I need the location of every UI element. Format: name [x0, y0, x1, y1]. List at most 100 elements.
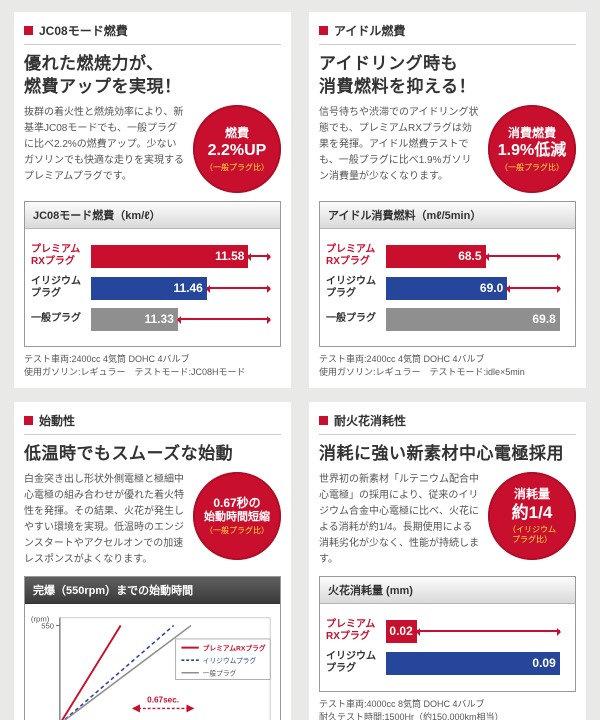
bar-track: 0.02 [386, 619, 567, 643]
bar-iridium: 69.0 [386, 276, 508, 300]
bar-label: プレミアム RXプラグ [31, 243, 81, 268]
bar-label: プレミアム RXプラグ [326, 243, 376, 268]
body-text: 白金突き出し形状外側電極と極細中心電極の組み合わせが優れた着火特性を発揮。その結… [24, 473, 184, 565]
bar-standard: 11.33 [91, 307, 178, 331]
test-conditions: テスト車両:2400cc 4気筒 DOHC 4バルブ 使用ガソリン:レギュラー … [319, 353, 525, 378]
start-time-line-chart: (rpm) 550 0.67sec. プレミアムRXプラグ イリジウムプラグ 一… [31, 614, 271, 720]
section-header: 耐火花消耗性 [319, 412, 576, 435]
badge-top: 消耗量 [513, 487, 550, 502]
red-square-bullet-icon [24, 415, 33, 425]
bar-row-iridium: イリジウム プラグ 69.0 [326, 276, 567, 301]
panel-idle-fuel: アイドル燃費 アイドリング時も 消費燃料を抑える！ 信号待ちや渋滞でのアイドリン… [309, 12, 586, 388]
section-title: JC08モード燃費 [39, 24, 128, 38]
diff-arrow-icon [506, 285, 562, 294]
benefit-badge: 消耗量 約1/4 （イリジウム プラグ比） [488, 471, 576, 560]
line-iridium [62, 624, 175, 720]
bar-value: 69.8 [532, 312, 556, 327]
badge-main: 1.9%低減 [497, 141, 567, 159]
bar-label: イリジウム プラグ [326, 275, 376, 300]
diff-arrow-icon [205, 285, 272, 294]
intro-block: 抜群の着火性と燃焼効率により、新基準JC08モードでも、一般プラグに比べ2.2%… [24, 104, 281, 193]
bar-track: 11.33 [91, 307, 272, 331]
chart-title: アイドル消費燃料（mℓ/5min） [320, 201, 575, 229]
diff-arrow-icon [176, 316, 272, 325]
chart-title: 完爆（550rpm）までの始動時間 [25, 576, 280, 604]
headline: アイドリング時も 消費燃料を抑える！ [319, 54, 476, 96]
bar-value: 11.58 [215, 249, 245, 264]
y-tick-550: 550 [41, 621, 54, 630]
bar-premium: 11.58 [91, 244, 249, 268]
badge-note: （イリジウム プラグ比） [508, 525, 556, 544]
intro-block: 白金突き出し形状外側電極と極細中心電極の組み合わせが優れた着火特性を発揮。その結… [24, 471, 281, 568]
bar-row-standard: 一般プラグ 69.8 [326, 307, 567, 331]
red-square-bullet-icon [319, 415, 328, 425]
test-conditions: テスト車両:2400cc 4気筒 DOHC 4バルブ 使用ガソリン:レギュラー … [24, 353, 246, 378]
bar-track: 11.58 [91, 244, 272, 268]
bar-standard: 69.8 [386, 307, 560, 331]
benefit-badge: 燃費 2.2%UP （一般プラグ比） [193, 104, 281, 193]
chart-title: JC08モード燃費（km/ℓ） [25, 201, 280, 229]
section-title: 耐火花消耗性 [334, 413, 407, 428]
bar-row-iridium: イリジウム プラグ 11.46 [31, 276, 272, 301]
bar-row-iridium: イリジウム プラグ 0.09 [326, 651, 567, 676]
legend-standard: 一般プラグ [203, 668, 237, 677]
bar-track: 11.46 [91, 276, 272, 300]
bar-iridium: 11.46 [91, 276, 207, 300]
bar-value: 11.46 [173, 281, 203, 296]
red-square-bullet-icon [24, 26, 33, 35]
test-conditions: テスト車両:4000cc 8気筒 DOHC 4バルブ 耐久テスト時間:1500H… [319, 698, 504, 720]
diff-arrow-icon [484, 253, 561, 262]
intro-block: 信号待ちや渋滞でのアイドリング状態でも、プレミアムRXプラグは効果を発揮。アイド… [319, 104, 576, 193]
line-standard [63, 624, 192, 720]
bar-chart-wear: 火花消耗量 (mm) プレミアム RXプラグ 0.02 イリジウム プラグ 0.… [319, 575, 576, 692]
bar-value: 0.02 [389, 624, 413, 639]
bar-label: イリジウム プラグ [31, 275, 81, 300]
badge-top: 燃費 [224, 125, 249, 140]
bar-chart-jc08: JC08モード燃費（km/ℓ） プレミアム RXプラグ 11.58 イリジウム … [24, 200, 281, 347]
bar-premium: 0.02 [386, 619, 417, 643]
bar-track: 69.0 [386, 276, 567, 300]
bar-iridium: 0.09 [386, 651, 560, 675]
line-chart-start-time: 完爆（550rpm）までの始動時間 (rpm) 550 [24, 575, 281, 720]
badge-note: （一般プラグ比） [205, 526, 269, 536]
headline: 優れた燃焼力が、 燃費アップを実現！ [24, 54, 182, 96]
bar-value: 0.09 [532, 656, 556, 671]
badge-main: 2.2%UP [207, 141, 267, 159]
badge-top: 消費燃費 [507, 125, 556, 140]
annotation-067sec: 0.67sec. [147, 695, 179, 704]
legend-box [175, 638, 271, 680]
bar-premium: 68.5 [386, 244, 486, 268]
bar-row-premium: プレミアム RXプラグ 68.5 [326, 244, 567, 269]
bar-value: 69.0 [479, 281, 504, 296]
badge-main: 約1/4 [511, 503, 553, 523]
section-title: 始動性 [39, 413, 76, 428]
chart-title: 火花消耗量 (mm) [320, 576, 575, 604]
badge-top: 0.67秒の [213, 495, 261, 510]
bar-row-premium: プレミアム RXプラグ 11.58 [31, 244, 272, 269]
bar-row-standard: 一般プラグ 11.33 [31, 307, 272, 331]
body-text: 抜群の着火性と燃焼効率により、新基準JC08モードでも、一般プラグに比べ2.2%… [24, 106, 184, 182]
section-header: 始動性 [24, 412, 281, 435]
bar-track: 69.8 [386, 307, 567, 331]
y-axis-unit: (rpm) [31, 614, 50, 623]
bar-label: イリジウム プラグ [326, 650, 376, 675]
diff-arrow-icon [247, 253, 271, 262]
panel-wear-resistance: 耐火花消耗性 消耗に強い新素材中心電極採用 世界初の新素材「ルテニウム配合中心電… [309, 401, 586, 720]
bar-chart-idle: アイドル消費燃料（mℓ/5min） プレミアム RXプラグ 68.5 イリジウム… [319, 200, 576, 347]
bar-track: 0.09 [386, 651, 567, 675]
bar-label: 一般プラグ [326, 313, 376, 325]
panel-jc08-fuel: JC08モード燃費 優れた燃焼力が、 燃費アップを実現！ 抜群の着火性と燃焼効率… [14, 12, 291, 388]
body-text: 信号待ちや渋滞でのアイドリング状態でも、プレミアムRXプラグは効果を発揮。アイド… [319, 106, 479, 182]
legend-iridium: イリジウムプラグ [203, 656, 257, 665]
diff-arrow-icon [415, 628, 561, 637]
red-square-bullet-icon [319, 26, 328, 35]
bar-value: 68.5 [458, 249, 482, 264]
benefit-badge: 0.67秒の 始動時間短縮 （一般プラグ比） [193, 471, 281, 560]
badge-main: 始動時間短縮 [204, 510, 270, 523]
panel-startability: 始動性 低温時でもスムーズな始動 白金突き出し形状外側電極と極細中心電極の組み合… [14, 401, 291, 720]
body-text: 世界初の新素材「ルテニウム配合中心電極」の採用により、従来のイリジウム合金中心電… [319, 473, 479, 565]
section-header: JC08モード燃費 [24, 22, 281, 45]
bar-row-premium: プレミアム RXプラグ 0.02 [326, 619, 567, 644]
badge-note: （一般プラグ比） [500, 162, 564, 172]
